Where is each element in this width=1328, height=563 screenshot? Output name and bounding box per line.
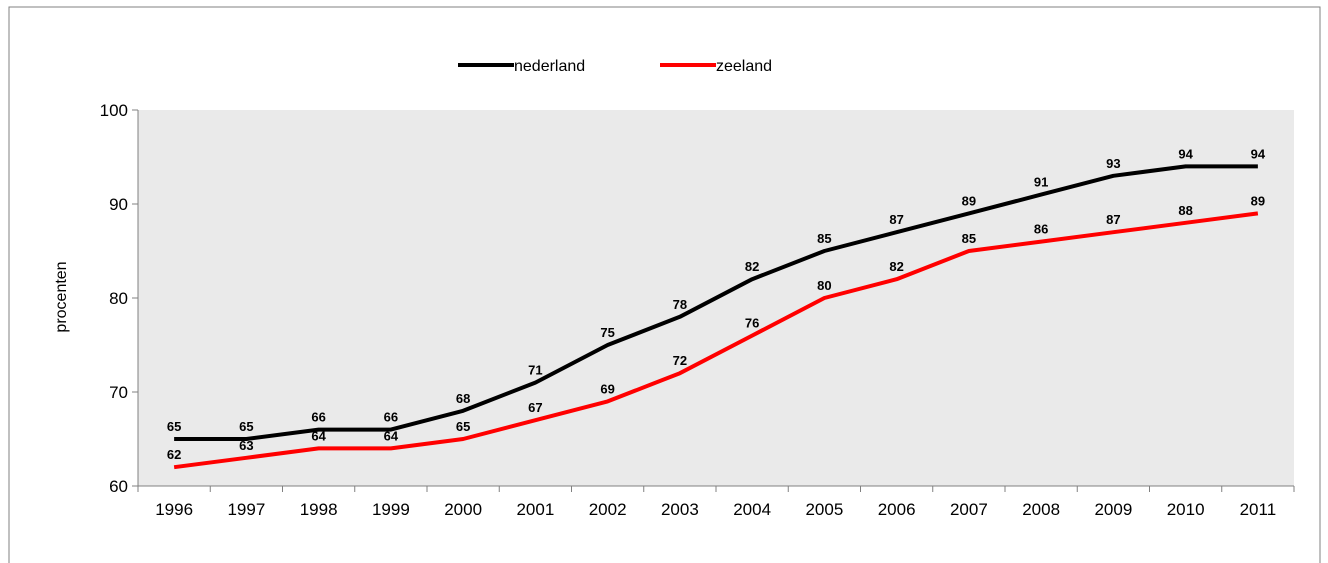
legend: nederland zeeland: [458, 58, 772, 75]
data-label-nederland: 82: [745, 259, 759, 274]
legend-label-zeeland: zeeland: [716, 58, 772, 75]
x-tick-label: 1998: [300, 500, 338, 519]
data-label-zeeland: 69: [600, 381, 614, 396]
x-tick-label: 2006: [878, 500, 916, 519]
y-tick-label: 60: [109, 477, 128, 496]
data-label-zeeland: 65: [456, 419, 470, 434]
data-label-zeeland: 62: [167, 447, 181, 462]
x-tick-label: 1996: [155, 500, 193, 519]
x-tick-label: 2008: [1022, 500, 1060, 519]
x-tick-label: 2010: [1167, 500, 1205, 519]
data-label-nederland: 66: [311, 410, 325, 425]
data-label-nederland: 65: [239, 419, 253, 434]
data-label-zeeland: 87: [1106, 212, 1120, 227]
y-axis-title: procenten: [53, 261, 70, 332]
data-label-zeeland: 63: [239, 438, 253, 453]
data-label-nederland: 91: [1034, 175, 1048, 190]
x-tick-label: 2005: [805, 500, 843, 519]
series-lines: [173, 164, 1259, 470]
data-label-zeeland: 64: [311, 428, 326, 443]
x-tick-label: 1999: [372, 500, 410, 519]
x-tick-label: 2000: [444, 500, 482, 519]
series-line-nederland: [174, 164, 1258, 441]
data-label-nederland: 65: [167, 419, 181, 434]
data-label-nederland: 71: [528, 363, 542, 378]
data-labels: 65 65 66 66 68 71 75 78 82 85 87 89 91 93 94 94 62 63 64 64…: [167, 146, 1266, 462]
x-tick-label: 2003: [661, 500, 699, 519]
data-label-nederland: 78: [673, 297, 687, 312]
legend-label-nederland: nederland: [514, 58, 585, 75]
x-tick-label: 2009: [1094, 500, 1132, 519]
x-axis-ticks: 1996 1997 1998 1999 2000 2001 2002 2003 2004 2005…: [137, 486, 1295, 519]
series-line-zeeland: [173, 211, 1259, 470]
data-label-zeeland: 76: [745, 316, 759, 331]
x-tick-label: 2011: [1240, 500, 1277, 519]
data-label-zeeland: 82: [889, 259, 903, 274]
y-tick-label: 70: [109, 383, 128, 402]
data-label-zeeland: 85: [962, 231, 976, 246]
data-label-nederland: 89: [962, 193, 976, 208]
data-label-zeeland: 88: [1178, 203, 1192, 218]
y-tick-label: 90: [109, 195, 128, 214]
data-label-zeeland: 80: [817, 278, 831, 293]
y-tick-label: 100: [100, 101, 128, 120]
data-label-zeeland: 89: [1251, 193, 1265, 208]
y-axis-ticks: 60 70 80 90 100: [100, 101, 138, 496]
data-label-nederland: 75: [600, 325, 614, 340]
data-label-nederland: 68: [456, 391, 470, 406]
data-label-nederland: 87: [889, 212, 903, 227]
data-label-nederland: 94: [1178, 146, 1193, 161]
x-tick-label: 2007: [950, 500, 988, 519]
data-label-zeeland: 86: [1034, 222, 1048, 237]
x-tick-label: 2001: [516, 500, 554, 519]
data-label-zeeland: 64: [384, 428, 399, 443]
x-tick-label: 1997: [227, 500, 265, 519]
data-label-nederland: 85: [817, 231, 831, 246]
x-tick-label: 2002: [589, 500, 627, 519]
data-label-nederland: 94: [1251, 146, 1266, 161]
data-label-nederland: 66: [384, 410, 398, 425]
data-label-zeeland: 67: [528, 400, 542, 415]
data-label-nederland: 93: [1106, 156, 1120, 171]
data-label-zeeland: 72: [673, 353, 687, 368]
x-tick-label: 2004: [733, 500, 771, 519]
y-tick-label: 80: [109, 289, 128, 308]
